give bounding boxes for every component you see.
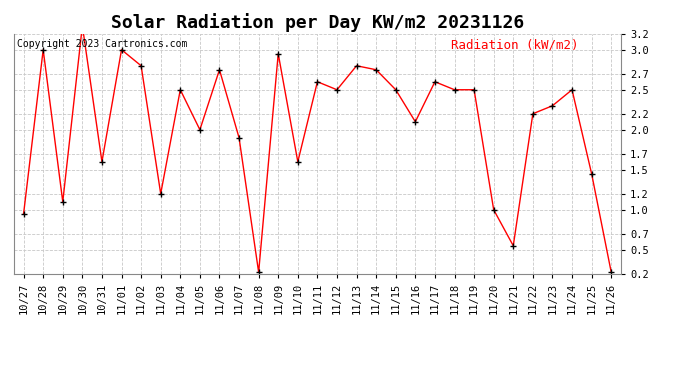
Text: Radiation (kW/m2): Radiation (kW/m2) — [451, 39, 578, 51]
Title: Solar Radiation per Day KW/m2 20231126: Solar Radiation per Day KW/m2 20231126 — [111, 13, 524, 32]
Text: Copyright 2023 Cartronics.com: Copyright 2023 Cartronics.com — [17, 39, 187, 48]
